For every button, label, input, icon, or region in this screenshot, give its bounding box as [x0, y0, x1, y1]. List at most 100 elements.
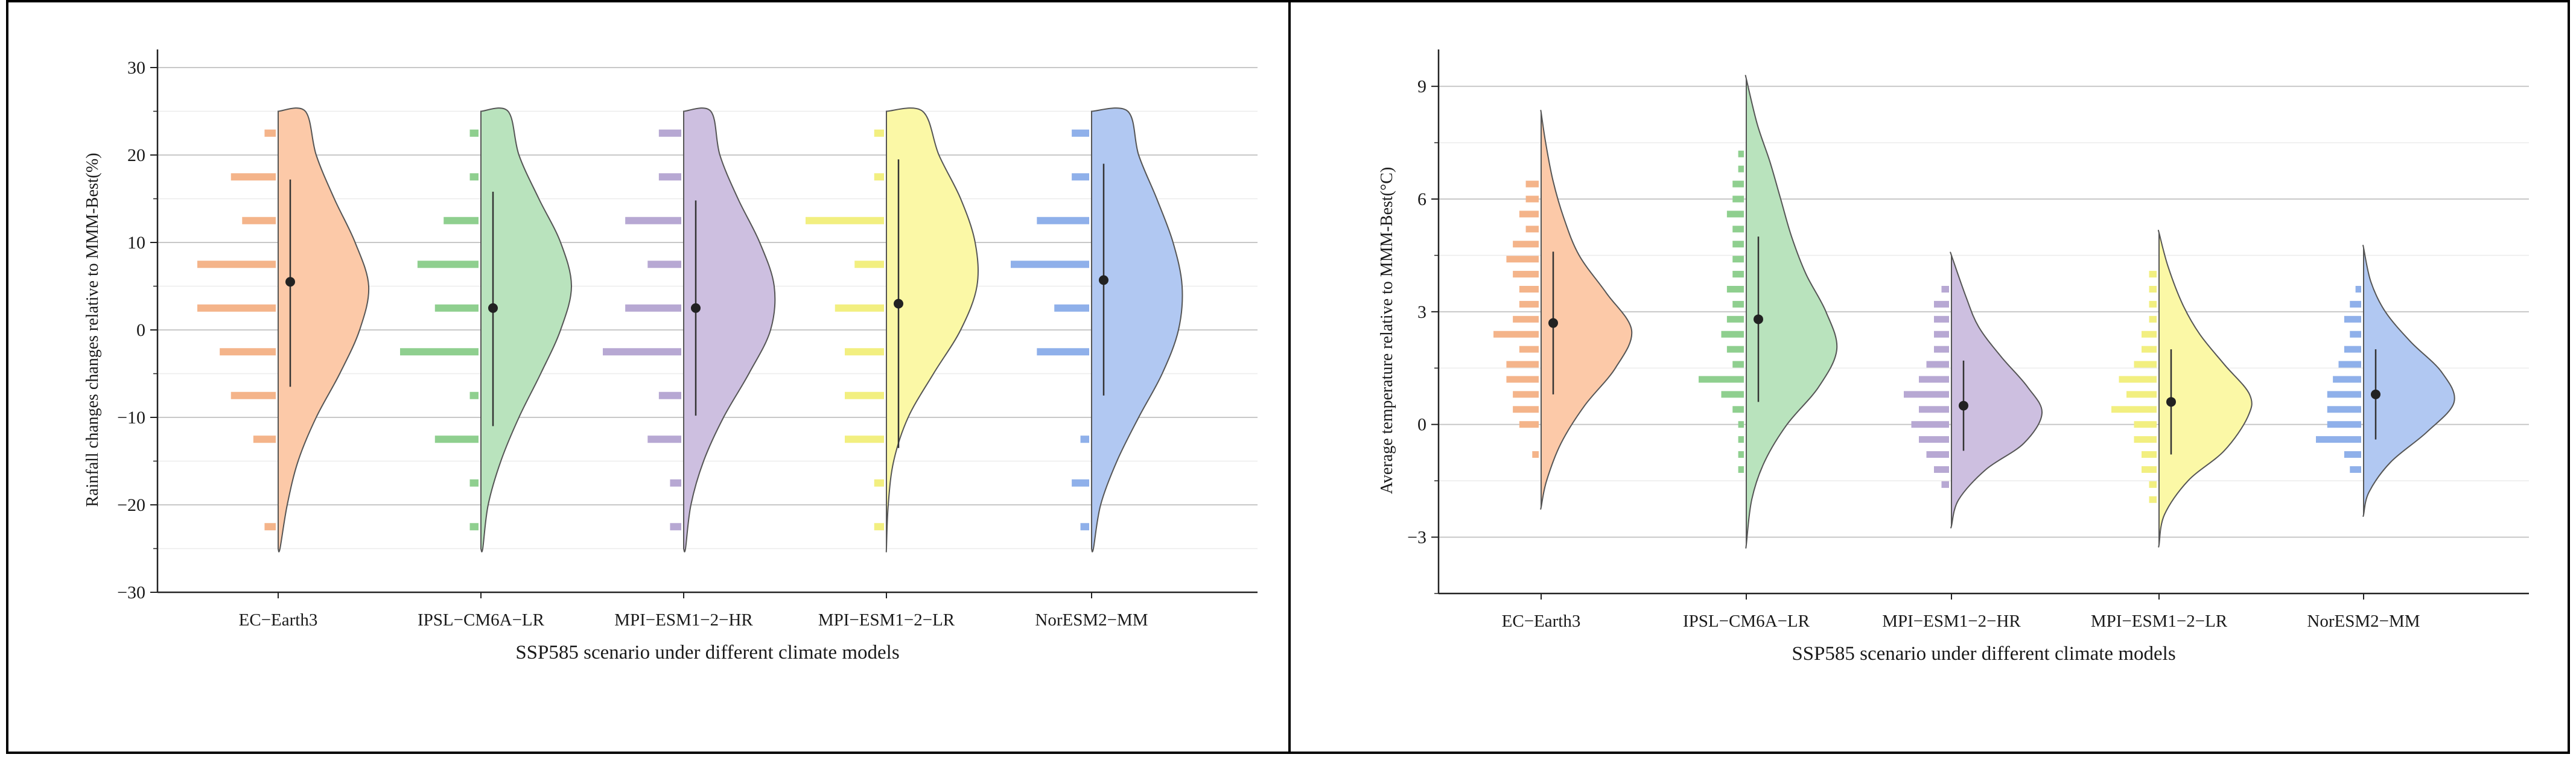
- temperature-hist-bar: [1506, 376, 1539, 383]
- temperature-hist-bar: [1919, 376, 1949, 383]
- temperature-hist-bar: [2149, 285, 2157, 293]
- temperature-y-tick-label: 9: [1417, 77, 1426, 97]
- temperature-violin-chart: EC−Earth3 IPSL−CM6A−LR MPI−ESM1−2−HR MPI−ES…: [1378, 49, 2529, 665]
- temperature-hist-bar: [1926, 451, 1949, 458]
- rainfall-hist-bar: [231, 173, 276, 181]
- temperature-x-tick-label: EC−Earth3: [1502, 612, 1581, 631]
- temperature-hist-bar: [1732, 241, 1744, 248]
- temperature-hist-bar: [1934, 315, 1949, 323]
- temperature-hist-bar: [1934, 346, 1949, 353]
- rainfall-hist-bar: [647, 261, 681, 268]
- rainfall-hist-bar: [1080, 435, 1089, 443]
- temperature-y-tick-label: 0: [1417, 415, 1426, 435]
- rainfall-hist-bar: [835, 304, 884, 312]
- temperature-hist-bar: [1738, 451, 1744, 458]
- temperature-hist-bar: [2142, 466, 2157, 473]
- temperature-y-tick-label: 6: [1417, 189, 1426, 209]
- rainfall-x-tick-label: MPI−ESM1−2−HR: [614, 610, 753, 630]
- temperature-hist-bar: [1732, 180, 1744, 188]
- temperature-hist-bar: [1519, 300, 1539, 308]
- rainfall-hist-bar: [434, 304, 479, 312]
- rainfall-y-tick-label: −30: [117, 583, 145, 603]
- temperature-hist-bar: [1941, 481, 1949, 488]
- temperature-hist-bar: [2350, 331, 2361, 338]
- rainfall-hist-bar: [1054, 304, 1089, 312]
- temperature-hist-bar: [1926, 361, 1949, 368]
- temperature-mean-point-5: [2371, 389, 2380, 399]
- rainfall-hist-bar: [874, 173, 884, 181]
- rainfall-x-tick-label: EC−Earth3: [239, 610, 318, 630]
- temperature-mean-point-3: [1959, 400, 1968, 411]
- temperature-x-tick-label: NorESM2−MM: [2307, 612, 2420, 631]
- temperature-hist-bar: [2333, 376, 2361, 383]
- rainfall-hist-bar: [469, 391, 479, 399]
- rainfall-mean-point-1: [285, 277, 295, 287]
- temperature-hist-bar: [2344, 315, 2361, 323]
- temperature-hist-bar: [1732, 300, 1744, 308]
- temperature-hist-bar: [1513, 271, 1539, 278]
- rainfall-hist-bar: [264, 129, 276, 137]
- temperature-hist-bar: [2111, 406, 2157, 413]
- rainfall-hist-bar: [469, 523, 479, 531]
- rainfall-hist-bar: [658, 173, 681, 181]
- temperature-hist-bar: [1726, 315, 1744, 323]
- rainfall-hist-bar: [469, 479, 479, 487]
- rainfall-hist-bar: [253, 435, 276, 443]
- temperature-hist-bar: [2149, 300, 2157, 308]
- rainfall-y-tick-label: 10: [127, 233, 145, 253]
- temperature-violin-5: [2362, 244, 2455, 517]
- temperature-hist-bar: [1493, 331, 1539, 338]
- temperature-hist-bar: [1732, 271, 1744, 278]
- temperature-hist-bar: [2149, 271, 2157, 278]
- temperature-hist-bar: [2327, 406, 2361, 413]
- temperature-hist-bar: [1732, 361, 1744, 368]
- rainfall-hist-bar: [469, 173, 479, 181]
- rainfall-hist-bar: [220, 348, 276, 356]
- temperature-violin-1: [1540, 110, 1633, 510]
- temperature-mean-point-2: [1754, 314, 1763, 324]
- temperature-hist-bar: [2344, 346, 2361, 353]
- temperature-hist-bar: [1519, 210, 1539, 218]
- rainfall-violin-2: [480, 107, 573, 552]
- temperature-hist-bar: [1738, 436, 1744, 443]
- temperature-hist-bar: [1519, 285, 1539, 293]
- temperature-hist-bar: [1525, 180, 1539, 188]
- rainfall-hist-bar: [469, 129, 479, 137]
- rainfall-hist-bar: [1037, 348, 1089, 356]
- temperature-hist-bar: [1738, 150, 1744, 157]
- rainfall-violin-5: [1091, 107, 1183, 552]
- temperature-hist-bar: [1911, 421, 1949, 428]
- rainfall-hist-bar: [197, 304, 276, 312]
- temperature-y-axis-title: Average temperature relative to MMM-Best…: [1378, 167, 1396, 495]
- rainfall-chart-panel: EC−Earth3 IPSL−CM6A−LR MPI−ESM1−2−HR MPI−ES…: [6, 0, 1291, 754]
- rainfall-x-tick-label: NorESM2−MM: [1035, 610, 1148, 630]
- rainfall-y-tick-label: −20: [117, 495, 145, 515]
- temperature-hist-bar: [1721, 331, 1744, 338]
- temperature-x-tick-label: MPI−ESM1−2−LR: [2091, 612, 2228, 631]
- rainfall-hist-bar: [625, 304, 681, 312]
- temperature-hist-bar: [1934, 466, 1949, 473]
- temperature-hist-bar: [1513, 391, 1539, 398]
- temperature-violin-4: [2157, 229, 2253, 548]
- rainfall-x-tick-label: IPSL−CM6A−LR: [418, 610, 545, 630]
- rainfall-x-axis-title: SSP585 scenario under different climate …: [515, 642, 899, 663]
- temperature-hist-bar: [2134, 436, 2157, 443]
- rainfall-mean-point-3: [691, 303, 701, 313]
- rainfall-hist-bar: [874, 129, 884, 137]
- rainfall-hist-bar: [625, 217, 681, 224]
- rainfall-hist-bar: [658, 129, 681, 137]
- temperature-hist-bar: [1513, 241, 1539, 248]
- temperature-hist-bar: [2149, 481, 2157, 488]
- rainfall-hist-bar: [231, 391, 276, 399]
- temperature-hist-bar: [1726, 285, 1744, 293]
- rainfall-hist-bar: [264, 523, 276, 531]
- rainfall-hist-bar: [197, 261, 276, 268]
- rainfall-hist-bar: [854, 261, 884, 268]
- temperature-hist-bar: [2142, 331, 2157, 338]
- rainfall-x-tick-label: MPI−ESM1−2−LR: [818, 610, 955, 630]
- temperature-hist-bar: [2142, 346, 2157, 353]
- temperature-hist-bar: [1904, 391, 1949, 398]
- rainfall-hist-bar: [1037, 217, 1089, 224]
- rainfall-hist-bar: [845, 435, 884, 443]
- rainfall-hist-bar: [670, 523, 681, 531]
